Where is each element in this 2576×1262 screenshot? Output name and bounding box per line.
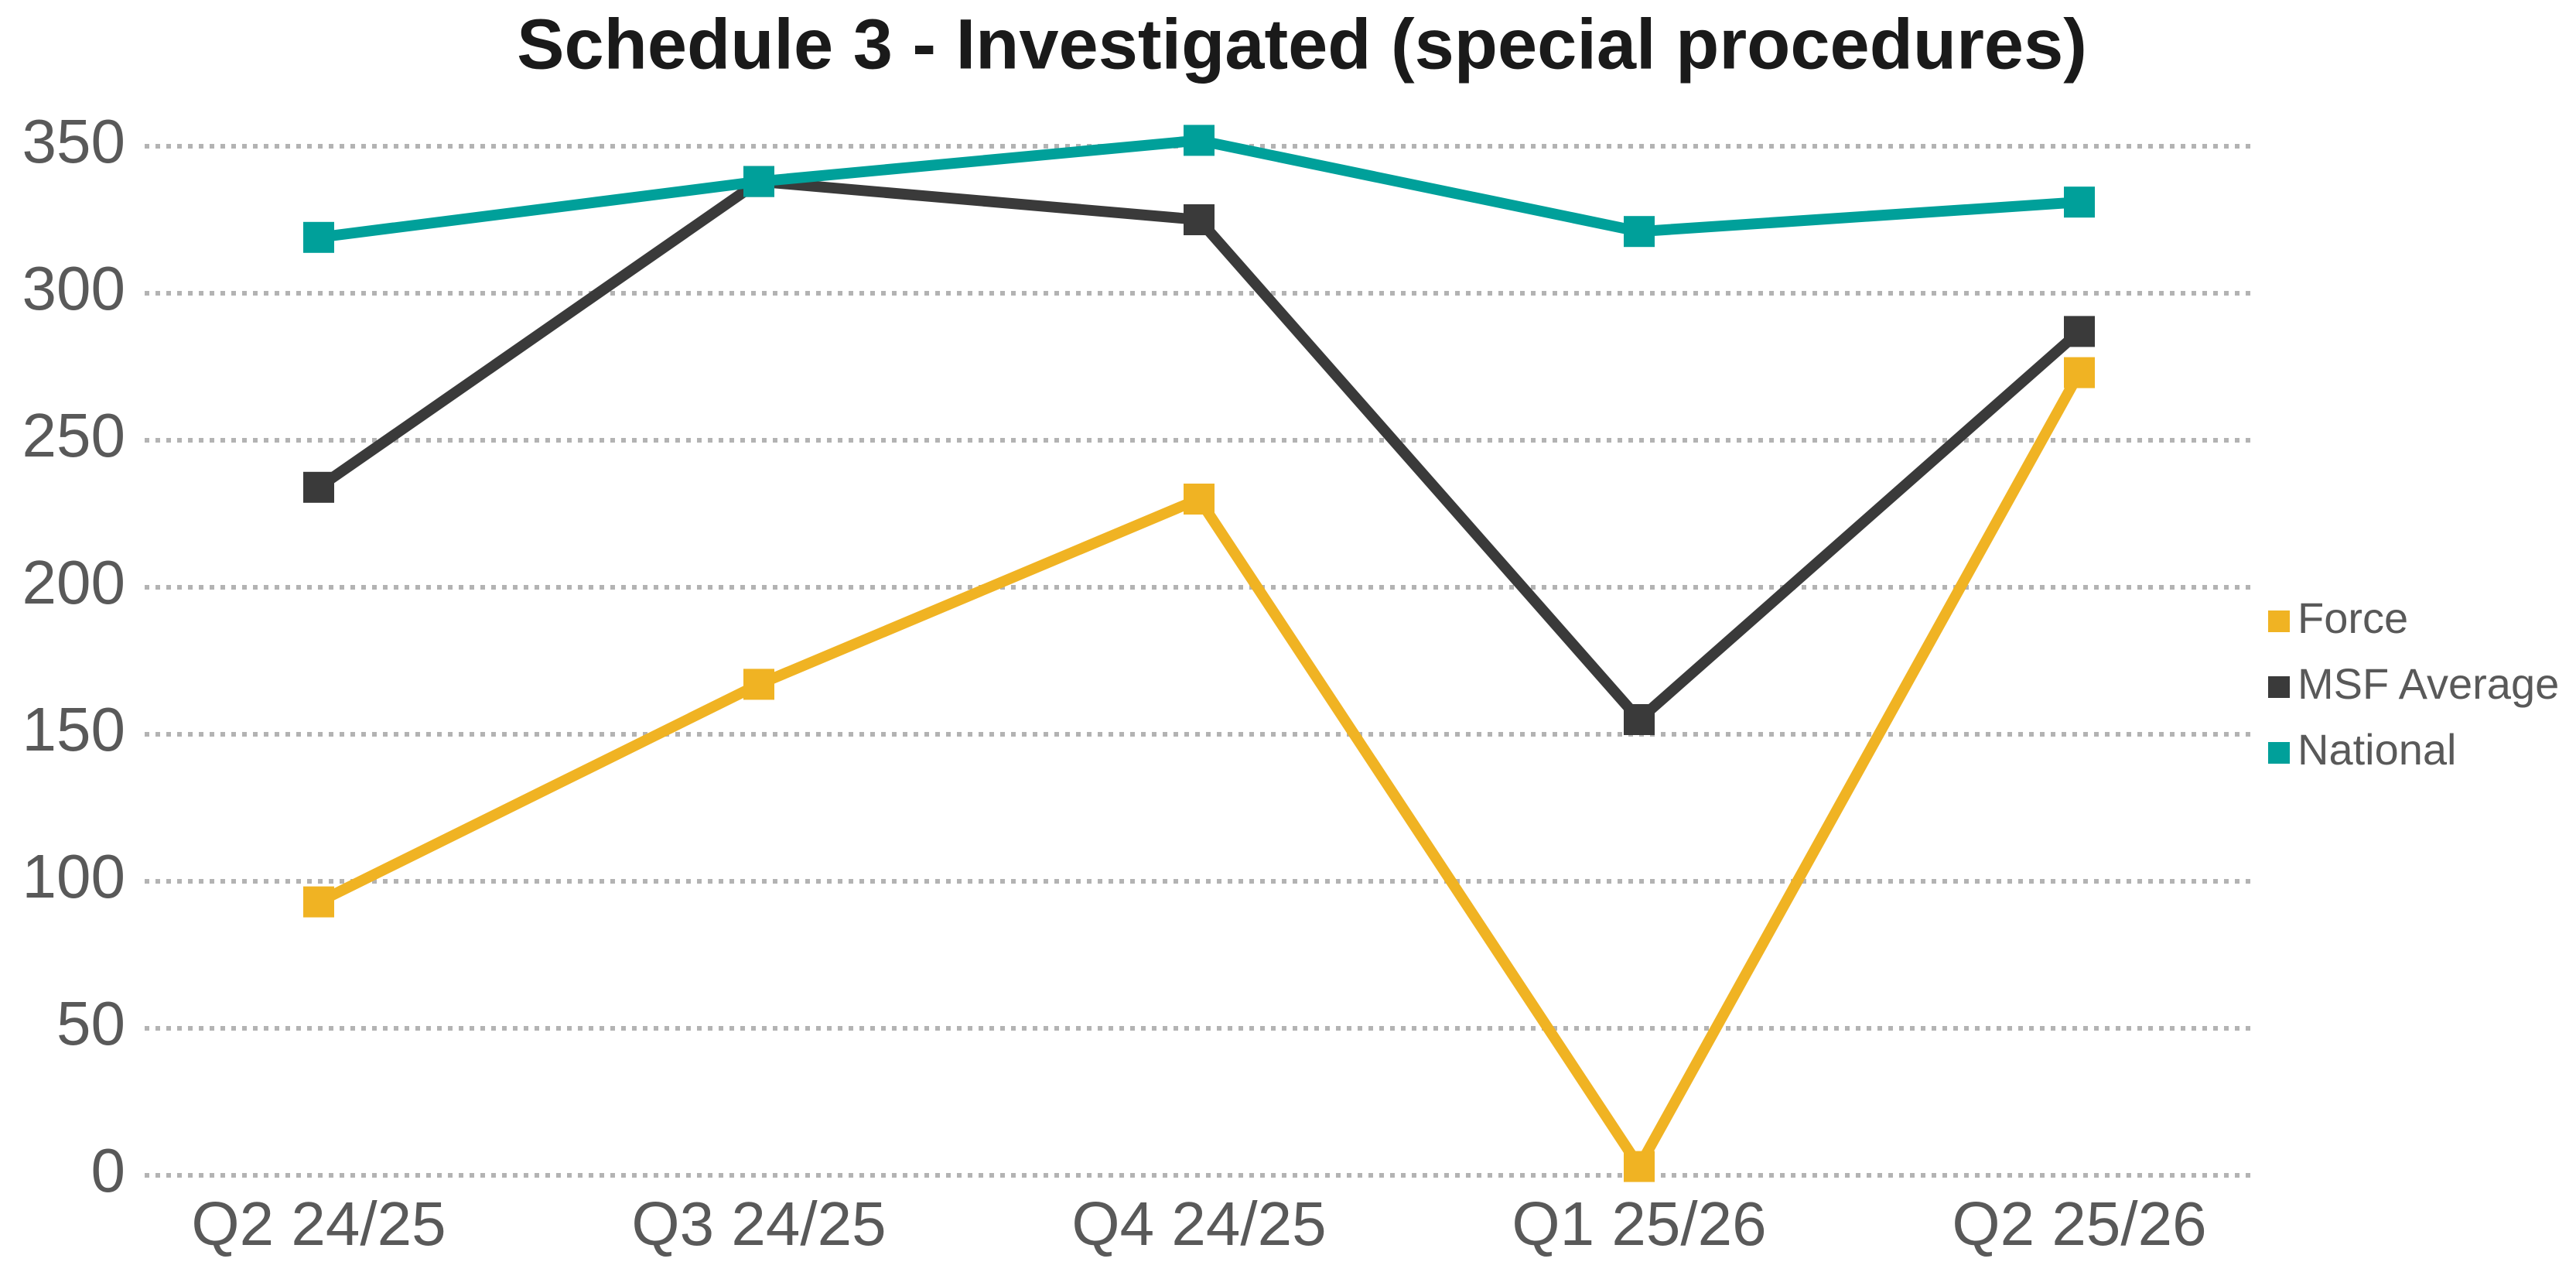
- marker: [743, 669, 774, 700]
- marker: [2064, 316, 2095, 347]
- marker: [1624, 704, 1655, 735]
- y-tick-label: 50: [56, 989, 125, 1058]
- x-tick-label: Q4 24/25: [1071, 1189, 1326, 1258]
- legend-label: MSF Average: [2298, 659, 2559, 708]
- marker: [1184, 484, 1215, 515]
- chart-title: Schedule 3 - Investigated (special proce…: [517, 5, 2087, 84]
- x-tick-label: Q1 25/26: [1512, 1189, 1766, 1258]
- marker: [303, 471, 334, 503]
- marker: [1624, 1151, 1655, 1182]
- marker: [1184, 125, 1215, 156]
- x-tick-label: Q2 24/25: [191, 1189, 446, 1258]
- legend-swatch: [2268, 742, 2290, 764]
- marker: [1624, 216, 1655, 248]
- x-tick-label: Q2 25/26: [1952, 1189, 2206, 1258]
- legend-label: Force: [2298, 593, 2408, 642]
- y-tick-label: 250: [22, 401, 125, 470]
- series-line: [316, 176, 2083, 727]
- marker: [1184, 204, 1215, 235]
- legend-label: National: [2298, 725, 2456, 774]
- marker: [303, 886, 334, 918]
- y-tick-label: 350: [22, 107, 125, 176]
- y-tick-label: 300: [22, 254, 125, 323]
- marker: [743, 166, 774, 197]
- y-tick-label: 0: [91, 1136, 126, 1205]
- y-tick-label: 100: [22, 842, 125, 911]
- legend-swatch: [2268, 676, 2290, 698]
- marker: [2064, 186, 2095, 218]
- marker: [2064, 357, 2095, 388]
- legend-swatch: [2268, 610, 2290, 632]
- x-tick-label: Q3 24/25: [631, 1189, 886, 1258]
- marker: [303, 221, 334, 253]
- y-tick-label: 150: [22, 695, 125, 764]
- y-tick-label: 200: [22, 548, 125, 617]
